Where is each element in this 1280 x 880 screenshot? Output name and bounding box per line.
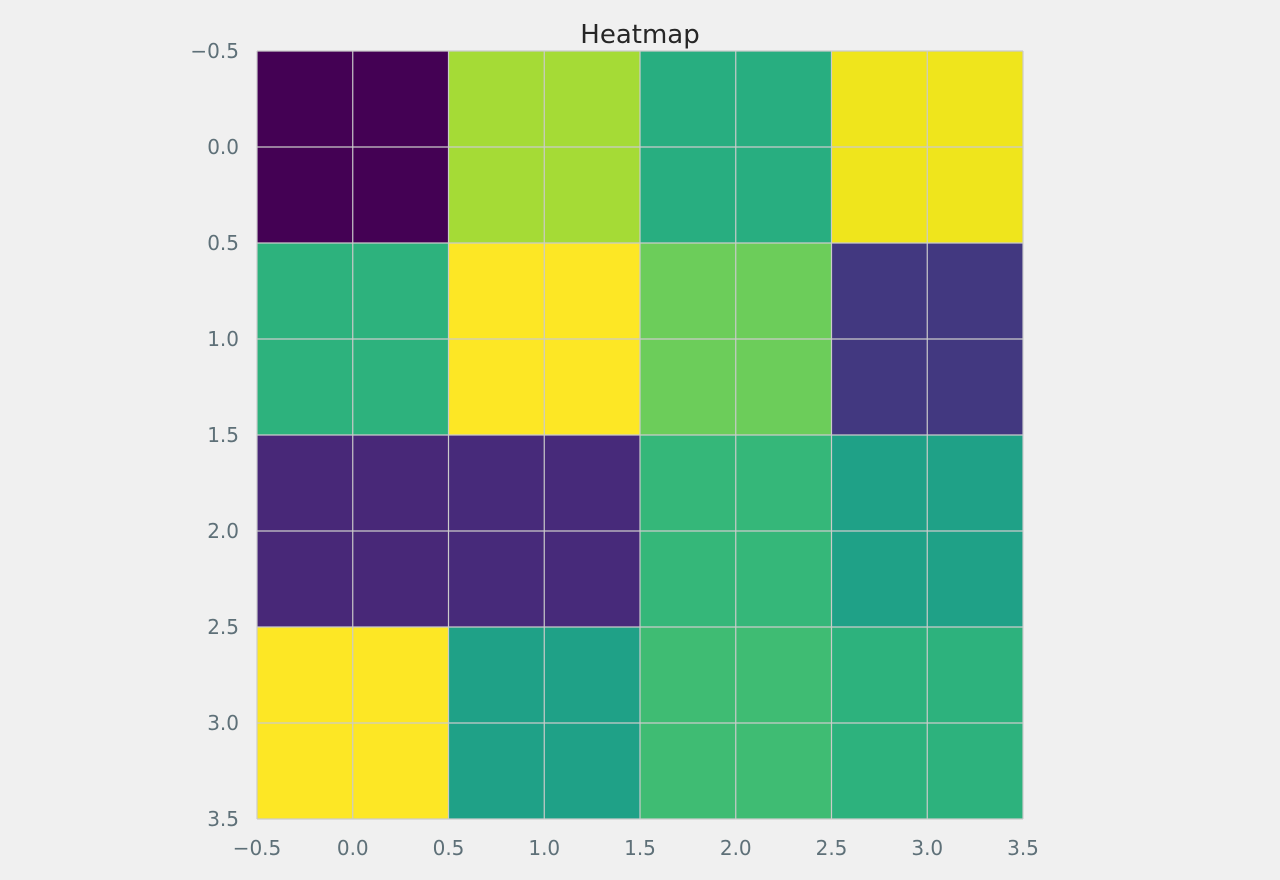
x-tick-label: 1.5 xyxy=(624,836,656,860)
y-tick-label: 2.0 xyxy=(207,519,239,543)
y-tick-label: 2.5 xyxy=(207,615,239,639)
y-tick-label: 1.0 xyxy=(207,327,239,351)
x-tick-label: 1.0 xyxy=(528,836,560,860)
x-tick-label: 3.0 xyxy=(911,836,943,860)
y-tick-label: −0.5 xyxy=(190,39,239,63)
grid-lines xyxy=(256,50,1024,820)
y-tick-label: 0.0 xyxy=(207,135,239,159)
x-tick-label: 3.5 xyxy=(1007,836,1039,860)
x-tick-label: 2.0 xyxy=(720,836,752,860)
x-tick-label: −0.5 xyxy=(233,836,282,860)
x-tick-label: 0.0 xyxy=(337,836,369,860)
x-axis-ticks: −0.5 0.0 0.5 1.0 1.5 2.0 2.5 3.0 3.5 xyxy=(233,836,1039,860)
y-axis-ticks: −0.5 0.0 0.5 1.0 1.5 2.0 2.5 3.0 3.5 xyxy=(190,39,239,831)
chart-title: Heatmap xyxy=(580,20,699,50)
y-tick-label: 1.5 xyxy=(207,423,239,447)
y-tick-label: 3.0 xyxy=(207,711,239,735)
x-tick-label: 2.5 xyxy=(816,836,848,860)
x-tick-label: 0.5 xyxy=(433,836,465,860)
y-tick-label: 3.5 xyxy=(207,807,239,831)
y-tick-label: 0.5 xyxy=(207,231,239,255)
